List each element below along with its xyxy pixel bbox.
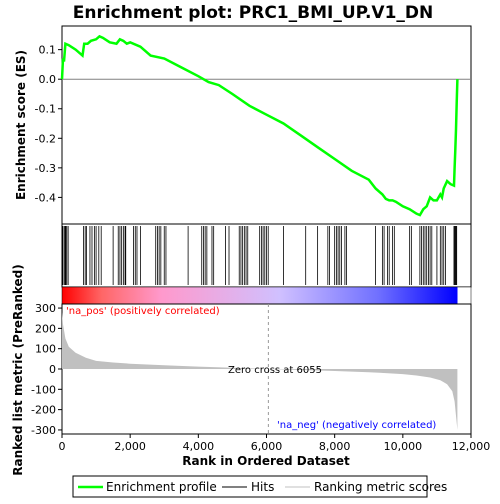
metric-y-tick-label: 200	[35, 322, 56, 335]
legend-enrichment-label: Enrichment profile	[106, 480, 217, 494]
zero-cross-label: Zero cross at 6055	[228, 365, 322, 376]
es-y-tick-label: -0.1	[35, 103, 56, 116]
x-axis: 0 2,000 4,000 6,000 8,000 10,000 12,000	[59, 434, 491, 453]
x-tick-label: 10,000	[384, 440, 423, 453]
x-tick-label: 12,000	[452, 440, 491, 453]
metric-y-tick-label: 300	[35, 302, 56, 315]
positive-correlation-label: 'na_pos' (positively correlated)	[66, 306, 220, 317]
es-y-tick-label: -0.4	[35, 191, 56, 204]
es-y-tick-label: 0.1	[39, 44, 57, 57]
ranking-metric-area	[62, 312, 458, 430]
x-tick-label: 6,000	[251, 440, 283, 453]
es-panel: -0.4 -0.3 -0.2 -0.1 0.0 0.1 Enrichment score …	[14, 25, 472, 225]
metric-y-tick-label: -100	[31, 383, 56, 396]
metric-y-tick-label: 0	[49, 363, 56, 376]
legend-hits-label: Hits	[251, 480, 274, 494]
hits-panel	[61, 223, 472, 288]
negative-correlation-label: 'na_neg' (negatively correlated)	[277, 420, 436, 431]
legend-metric-label: Ranking metric scores	[314, 480, 447, 494]
metric-y-tick-label: -200	[31, 404, 56, 417]
x-tick-label: 4,000	[183, 440, 215, 453]
es-y-tick-label: -0.2	[35, 132, 56, 145]
es-y-tick-label: -0.3	[35, 162, 56, 175]
es-panel-frame	[61, 25, 472, 225]
es-y-tick-label: 0.0	[39, 73, 57, 86]
x-tick-label: 2,000	[114, 440, 146, 453]
hit-markers	[62, 226, 458, 285]
x-axis-title: Rank in Ordered Dataset	[182, 454, 350, 468]
es-y-axis-title: Enrichment score (ES)	[14, 50, 28, 200]
metric-y-axis: -300 -200 -100 0 100 200 300	[31, 302, 62, 437]
chart-title: Enrichment plot: PRC1_BMI_UP.V1_DN	[73, 3, 434, 23]
enrichment-profile-line	[60, 34, 459, 217]
metric-y-tick-label: 100	[35, 343, 56, 356]
legend-frame	[72, 475, 428, 498]
metric-panel: -300 -200 -100 0 100 200 300 Zero cross at 605…	[11, 264, 472, 476]
metric-y-axis-title: Ranked list metric (PreRanked)	[11, 264, 25, 476]
x-tick-label: 8,000	[319, 440, 351, 453]
legend: Enrichment profile Hits Ranking metric s…	[72, 475, 447, 498]
ranking-color-bar	[61, 286, 472, 305]
x-tick-label: 0	[59, 440, 66, 453]
metric-y-tick-label: -300	[31, 424, 56, 437]
es-y-axis: -0.4 -0.3 -0.2 -0.1 0.0 0.1	[35, 44, 62, 204]
